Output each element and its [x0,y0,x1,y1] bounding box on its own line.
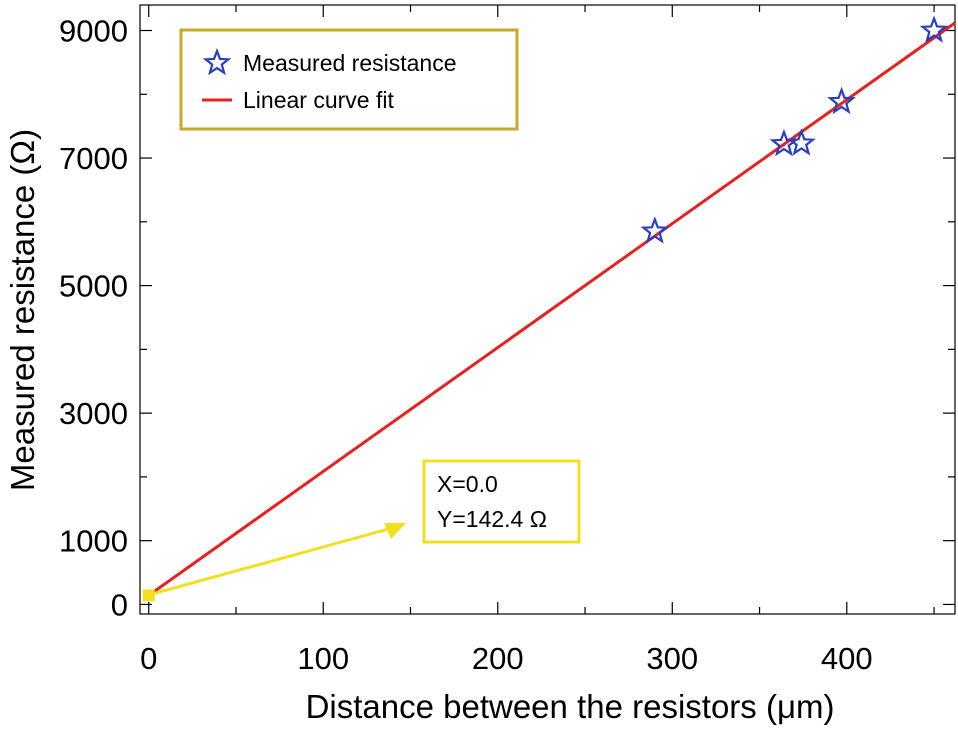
y-tick-label: 5000 [59,269,128,304]
axis-ticks: 0 100 200 300 400 0 1000 3000 5000 7000 9000 [59,5,955,676]
annotation-arrowhead [384,523,406,539]
annotation-box [422,459,581,544]
y-axis-title: Measured resistance (Ω) [4,129,41,491]
data-point-star [787,128,816,156]
annotation-point-marker [142,589,155,602]
data-point-star [640,216,670,244]
x-tick-label: 400 [821,641,873,676]
fit-line [147,21,956,597]
x-tick-label: 300 [646,641,698,676]
y-tick-label: 7000 [59,141,128,176]
legend-box [179,28,519,131]
legend: Measured resistance Linear curve fit [179,28,519,131]
legend-label: Measured resistance [243,50,457,76]
y-tick-label: 1000 [59,524,128,559]
data-point-star [827,86,856,115]
plot-frame [139,4,956,615]
x-tick-label: 200 [472,641,524,676]
y-tick-label: 3000 [59,396,128,431]
y-tick-label: 9000 [59,14,128,49]
annotation-text-line: Y=142.4 Ω [437,506,547,532]
y-tick-label: 0 [111,587,128,622]
x-tick-label: 0 [140,641,157,676]
legend-star-marker [202,47,232,76]
annotation-text-line: X=0.0 [437,471,498,497]
data-markers [640,15,949,244]
x-axis-title: Distance between the resistors (μm) [306,688,835,725]
annotation-arrow-line [154,526,393,595]
fit-line-layer [147,21,956,597]
data-point-star [919,15,949,43]
legend-label: Linear curve fit [243,87,394,113]
annotation: X=0.0 Y=142.4 Ω [142,459,581,602]
x-tick-label: 100 [297,641,349,676]
